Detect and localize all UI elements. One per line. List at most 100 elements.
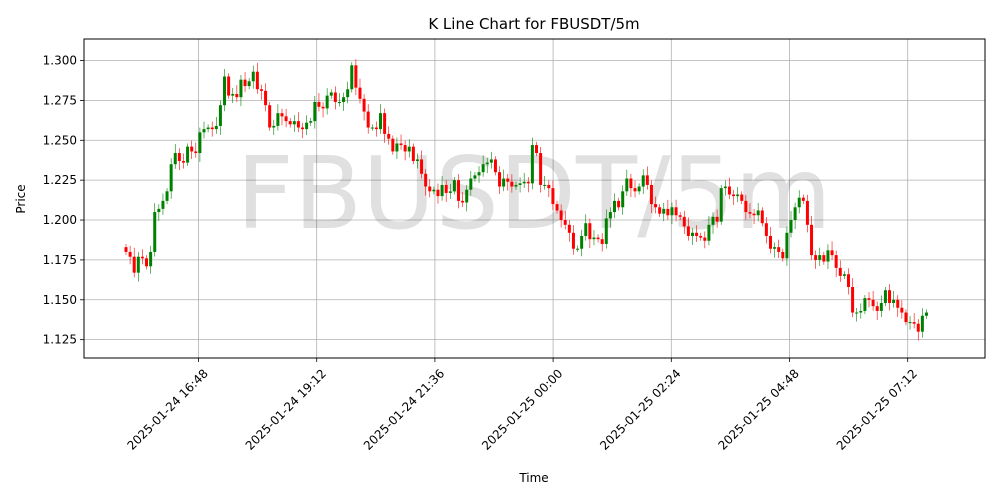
candle-body [732, 194, 736, 197]
candle-body [411, 146, 415, 162]
candle-body [892, 299, 896, 303]
candle-body [768, 235, 772, 249]
x-tick-label: 2025-01-25 00:00 [479, 366, 565, 452]
candle-body [801, 197, 805, 201]
candle-body [296, 121, 300, 128]
candle-body [194, 151, 198, 154]
candle-body [764, 223, 768, 236]
candle-body [346, 89, 350, 98]
candle-body [259, 89, 263, 91]
candle-body [637, 186, 641, 192]
candle-body [493, 159, 497, 173]
y-tick-label: 1.150 [43, 293, 77, 307]
candle-body [177, 153, 181, 162]
candle-body [678, 215, 682, 217]
candle-body [243, 79, 247, 87]
candle-body [830, 250, 834, 256]
candle-body [912, 322, 916, 324]
candle-body [600, 239, 604, 244]
candle-body [555, 204, 559, 211]
candle-body [916, 323, 920, 332]
candle-body [202, 129, 206, 133]
candle-body [686, 226, 690, 236]
candle-body [863, 298, 867, 311]
candle-body [132, 256, 136, 273]
candle-body [181, 161, 185, 163]
candle-body [567, 224, 571, 233]
candle-body [658, 207, 662, 214]
candle-body [604, 218, 608, 244]
candle-body [461, 200, 465, 203]
candle-body [551, 188, 555, 205]
candle-body [920, 315, 924, 332]
candle-body [522, 181, 526, 184]
candle-body [325, 95, 329, 109]
candle-body [379, 113, 383, 130]
candle-body [305, 122, 309, 130]
candle-body [805, 200, 809, 225]
candle-body [395, 143, 399, 152]
candle-body [723, 186, 727, 189]
candle-body [198, 132, 202, 154]
candle-body [563, 220, 567, 225]
candle-body [789, 220, 793, 233]
y-axis: 1.125 1.150 1.175 1.200 1.225 1.250 1.275 1.300 [43, 54, 84, 347]
candle-body [186, 146, 190, 163]
candle-body [403, 145, 407, 152]
candle-body [883, 290, 887, 303]
candle-body [153, 212, 157, 252]
candle-body [838, 267, 842, 276]
candle-body [908, 322, 912, 324]
candle-body [231, 94, 235, 96]
y-tick-label: 1.125 [43, 333, 77, 347]
candle-body [284, 116, 288, 122]
candle-body [514, 184, 518, 187]
candle-body [264, 90, 268, 106]
candle-body [255, 71, 259, 90]
candle-body [157, 208, 161, 213]
candle-body [444, 184, 448, 193]
candle-body [165, 191, 169, 201]
candle-body [818, 255, 822, 260]
x-tick-label: 2025-01-24 16:48 [124, 366, 210, 452]
candle-body [756, 210, 760, 216]
candle-body [543, 184, 547, 186]
candle-body [391, 138, 395, 152]
candle-body [173, 153, 177, 165]
candle-body [810, 224, 814, 256]
candle-body [239, 79, 243, 98]
candle-body [588, 223, 592, 240]
candle-body [842, 274, 846, 276]
candle-body [440, 184, 444, 197]
candle-body [145, 258, 149, 267]
candle-body [629, 178, 633, 189]
candle-body [136, 256, 140, 273]
candle-body [477, 172, 481, 176]
candle-body [596, 237, 600, 240]
candle-body [666, 208, 670, 216]
candle-body [206, 127, 210, 130]
candle-body [752, 213, 756, 216]
candle-body [329, 92, 333, 96]
candle-body [436, 189, 440, 197]
candle-body [288, 121, 292, 125]
candle-body [251, 71, 255, 82]
y-tick-label: 1.250 [43, 133, 77, 147]
candle-body [214, 125, 218, 130]
candle-body [612, 200, 616, 213]
candle-body [489, 159, 493, 163]
candle-body [469, 178, 473, 190]
candle-body [879, 302, 883, 311]
candle-body [387, 133, 391, 139]
candle-body [859, 310, 863, 313]
candle-body [280, 113, 284, 117]
candle-body [711, 216, 715, 225]
candle-body [128, 251, 132, 257]
candle-body [149, 251, 153, 267]
candle-body [834, 255, 838, 268]
candle-body [760, 210, 764, 224]
candle-body [510, 181, 514, 187]
candle-body [415, 159, 419, 162]
candle-body [407, 146, 411, 152]
x-tick-label: 2025-01-25 07:12 [834, 366, 920, 452]
